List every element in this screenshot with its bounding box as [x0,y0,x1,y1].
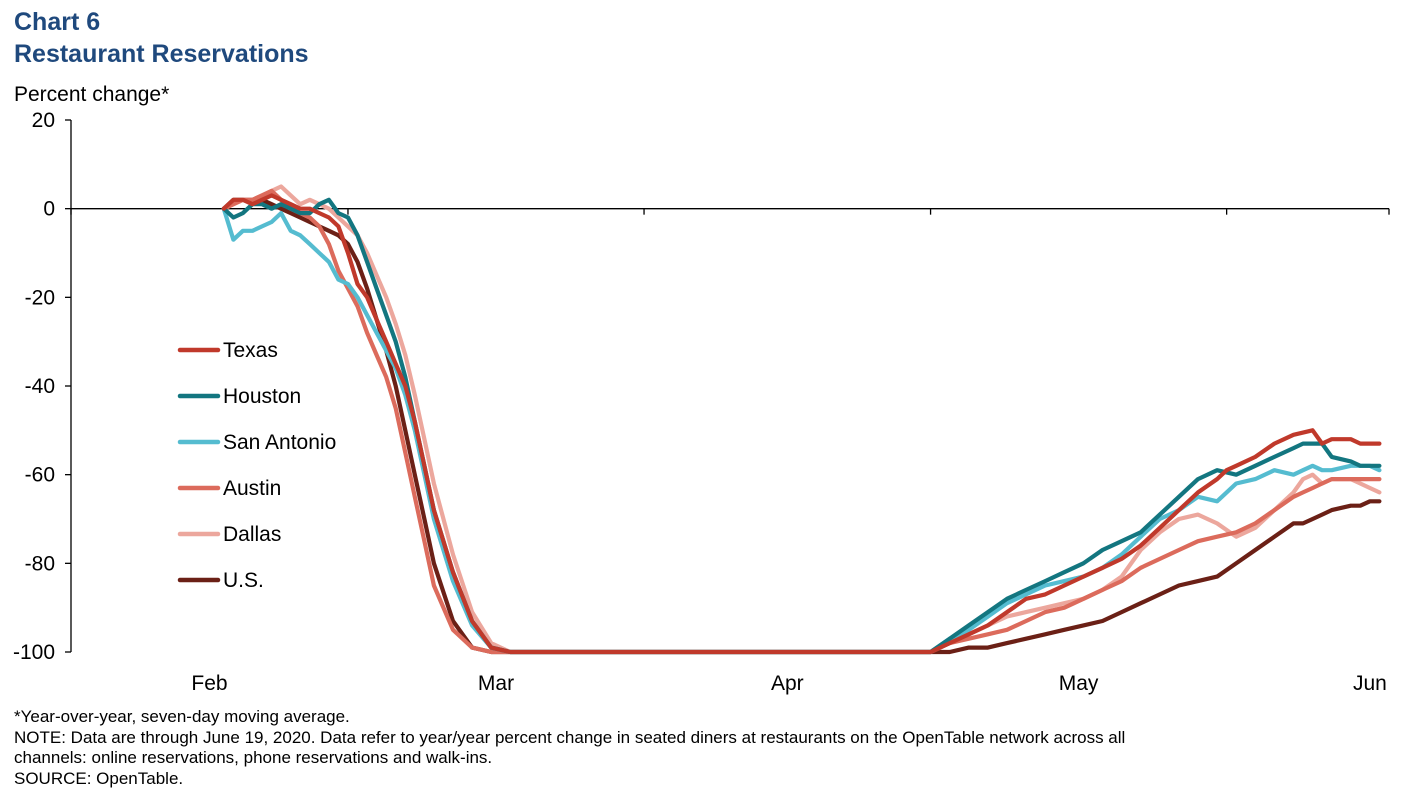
y-tick-label: 20 [32,109,55,132]
legend-label: Texas [223,339,278,362]
footnote-source: SOURCE: OpenTable. [14,768,184,788]
series-lines [221,184,1382,655]
chart-number: Chart 6 [14,8,101,36]
chart-title: Chart 6 Restaurant Reservations [14,6,309,70]
line-chart: Percent change* 20 0 -20 -40 -60 -80 -100 Feb Ma… [13,83,1390,695]
y-tick-label: -100 [13,641,55,664]
legend-label: Houston [223,385,301,408]
x-tick-label: Mar [478,672,514,695]
y-axis-label: Percent change* [14,83,169,106]
footnote-definition: *Year-over-year, seven-day moving averag… [14,707,350,726]
legend-label: Dallas [223,523,281,546]
y-tick-label: -80 [25,552,55,575]
x-tick-label: Apr [771,672,804,695]
footnotes: *Year-over-year, seven-day moving averag… [14,707,1334,789]
series-line-austin [221,188,1382,655]
series-line-u-s [221,197,1382,655]
legend-label: San Antonio [223,431,336,454]
series-line-texas [221,193,1382,655]
chart-name: Restaurant Reservations [14,40,309,68]
series-line-houston [221,197,1382,655]
footnote-note: NOTE: Data are through June 19, 2020. Da… [14,727,1126,747]
legend: Texas Houston San Antonio Austin Dallas U.S. [177,339,336,592]
legend-label: Austin [223,477,281,500]
y-tick-label: 0 [43,198,55,221]
x-tick-label: May [1059,672,1099,695]
y-tick-label: -20 [25,286,55,309]
y-tick-label: -40 [25,375,55,398]
footnote-note-continued: channels: online reservations, phone res… [14,748,493,767]
axes: 20 0 -20 -40 -60 -80 -100 Feb Mar Apr May Jun [13,109,1390,695]
y-tick-label: -60 [25,464,55,487]
x-tick-label: Jun [1353,672,1387,695]
series-line-san-antonio [221,206,1382,655]
x-tick-label: Feb [191,672,227,695]
legend-label: U.S. [223,569,264,592]
